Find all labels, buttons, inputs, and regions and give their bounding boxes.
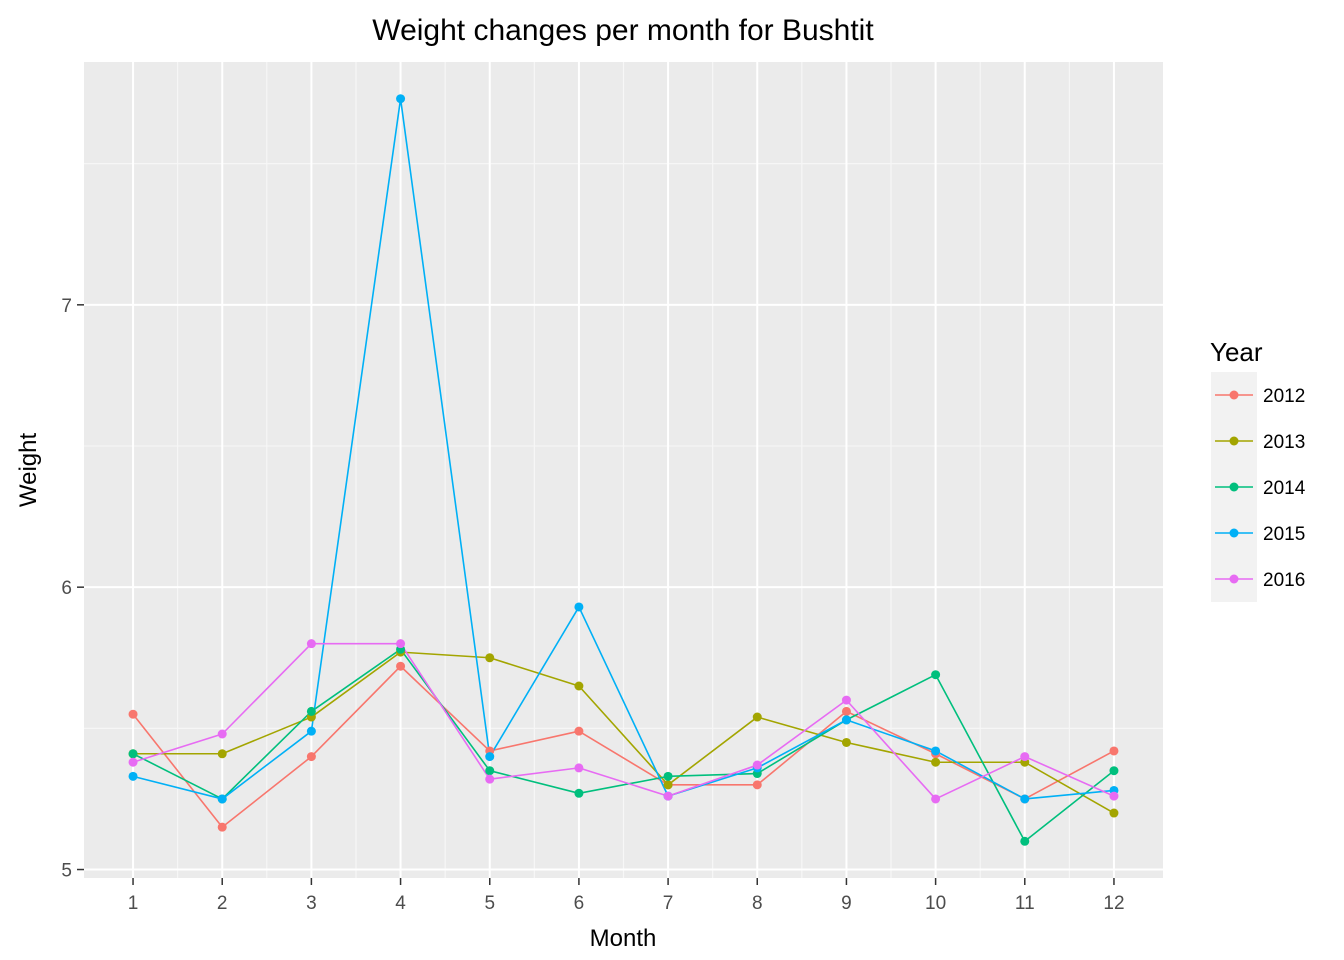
series-line-2012 bbox=[132, 665, 1115, 828]
data-point-2014 bbox=[1109, 766, 1119, 776]
x-tick-label: 3 bbox=[306, 893, 317, 914]
chart-title: Weight changes per month for Bushtit bbox=[372, 14, 874, 47]
legend-key-point bbox=[1229, 528, 1239, 538]
legend-label: 2012 bbox=[1263, 386, 1305, 407]
y-axis-label: Weight bbox=[15, 433, 42, 508]
data-point-2014 bbox=[1020, 836, 1030, 846]
data-point-2015 bbox=[128, 771, 138, 781]
data-point-2015 bbox=[841, 715, 851, 725]
data-point-2016 bbox=[1109, 791, 1119, 801]
y-tick-label: 7 bbox=[61, 296, 72, 317]
data-point-2014 bbox=[485, 766, 495, 776]
data-point-2012 bbox=[841, 706, 851, 716]
data-point-2012 bbox=[396, 661, 406, 671]
x-tick-label: 12 bbox=[1103, 893, 1124, 914]
data-point-2013 bbox=[841, 737, 851, 747]
data-point-2015 bbox=[396, 94, 406, 104]
data-point-2016 bbox=[396, 639, 406, 649]
x-tick-label: 4 bbox=[395, 893, 406, 914]
legend-label: 2015 bbox=[1263, 524, 1305, 545]
data-point-2016 bbox=[128, 757, 138, 767]
data-point-2016 bbox=[485, 774, 495, 784]
data-point-2013 bbox=[1109, 808, 1119, 818]
legend-label: 2013 bbox=[1263, 432, 1305, 453]
data-point-2016 bbox=[306, 639, 316, 649]
data-point-2013 bbox=[931, 757, 941, 767]
series-line-2014 bbox=[132, 648, 1115, 843]
series-line-2016 bbox=[132, 642, 1115, 800]
data-point-2014 bbox=[306, 706, 316, 716]
data-point-2016 bbox=[217, 729, 227, 739]
data-point-2012 bbox=[574, 726, 584, 736]
x-tick-label: 6 bbox=[574, 893, 585, 914]
data-point-2016 bbox=[752, 760, 762, 770]
data-point-2016 bbox=[841, 695, 851, 705]
series-line-2015 bbox=[132, 97, 1115, 800]
x-tick-label: 10 bbox=[925, 893, 946, 914]
x-axis-label: Month bbox=[590, 925, 657, 952]
data-point-2016 bbox=[663, 791, 673, 801]
x-tick-label: 2 bbox=[217, 893, 228, 914]
data-point-2014 bbox=[663, 771, 673, 781]
data-point-2012 bbox=[128, 709, 138, 719]
x-tick-label: 9 bbox=[841, 893, 852, 914]
x-tick-label: 1 bbox=[128, 893, 139, 914]
data-point-2013 bbox=[485, 653, 495, 663]
legend-title: Year bbox=[1210, 337, 1263, 367]
legend-label: 2016 bbox=[1263, 570, 1305, 591]
x-tick-label: 11 bbox=[1015, 893, 1035, 914]
legend-key-point bbox=[1229, 482, 1239, 492]
series-line-2013 bbox=[133, 651, 1115, 814]
y-tick-label: 5 bbox=[61, 861, 72, 882]
x-tick-label: 7 bbox=[663, 893, 674, 914]
data-point-2015 bbox=[1020, 794, 1030, 804]
data-point-2015 bbox=[485, 752, 495, 762]
data-point-2014 bbox=[574, 788, 584, 798]
x-tick-label: 8 bbox=[752, 893, 763, 914]
legend: Year 2012 2013 2014 2015 2016 bbox=[1210, 337, 1306, 602]
data-point-2012 bbox=[752, 780, 762, 790]
data-point-2012 bbox=[306, 752, 316, 762]
legend-key-point bbox=[1229, 574, 1239, 584]
legend-key-point bbox=[1229, 436, 1239, 446]
data-point-2012 bbox=[1109, 746, 1119, 756]
data-point-2013 bbox=[217, 749, 227, 759]
data-point-2013 bbox=[752, 712, 762, 722]
data-point-2013 bbox=[574, 681, 584, 691]
data-point-2016 bbox=[574, 763, 584, 773]
data-point-2015 bbox=[306, 726, 316, 736]
data-point-2015 bbox=[574, 602, 584, 612]
data-point-2013 bbox=[663, 780, 673, 790]
data-point-2016 bbox=[931, 794, 941, 804]
data-point-2016 bbox=[1020, 752, 1030, 762]
data-point-2015 bbox=[217, 794, 227, 804]
data-point-2014 bbox=[128, 749, 138, 759]
data-point-2015 bbox=[931, 746, 941, 756]
legend-label: 2014 bbox=[1263, 478, 1306, 499]
x-tick-label: 5 bbox=[484, 893, 495, 914]
data-point-2014 bbox=[931, 670, 941, 680]
y-tick-label: 6 bbox=[61, 578, 72, 599]
legend-key-point bbox=[1229, 390, 1239, 400]
data-point-2012 bbox=[217, 822, 227, 832]
